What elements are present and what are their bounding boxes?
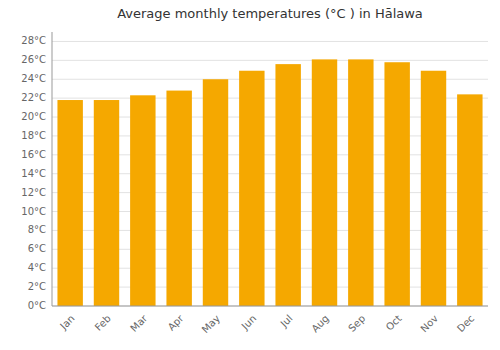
x-tick-label: Mar — [128, 312, 150, 334]
title: Average monthly temperatures (°C ) in Hā… — [117, 6, 423, 21]
bar — [275, 64, 300, 306]
bar — [94, 100, 119, 306]
x-tick-label: Jan — [57, 313, 76, 332]
x-tick-label: Sep — [346, 313, 367, 334]
bar — [457, 94, 482, 306]
y-tick-label: 20°C — [21, 111, 46, 122]
y-tick-label: 12°C — [21, 187, 46, 198]
y-tick-label: 28°C — [21, 35, 46, 46]
y-tick-label: 14°C — [21, 168, 46, 179]
x-tick-label: Aug — [309, 313, 331, 335]
x-tick-label: Nov — [418, 313, 440, 335]
y-tick-label: 26°C — [21, 54, 46, 65]
y-tick-label: 18°C — [21, 130, 46, 141]
y-axis-line — [52, 32, 53, 306]
x-tick-label: Jun — [239, 313, 259, 333]
y-tick-label: 8°C — [28, 224, 46, 235]
y-tick-label: 22°C — [21, 92, 46, 103]
bar — [312, 59, 337, 306]
x-axis-line — [52, 306, 488, 307]
y-tick-label: 16°C — [21, 149, 46, 160]
y-tick-label: 10°C — [21, 206, 46, 217]
bars — [57, 59, 482, 306]
chart: 0°C 2°C 4°C 6°C 8°C 10°C 12°C 14°C 16°C 18°C 20°C 2… — [0, 0, 500, 350]
bar — [421, 71, 446, 306]
x-tick-label: Jul — [278, 313, 295, 330]
bar — [239, 71, 264, 306]
bar — [348, 59, 373, 306]
bar — [57, 100, 82, 306]
y-tick-label: 2°C — [28, 281, 46, 292]
y-tick-label: 4°C — [28, 262, 46, 273]
y-tick-label: 24°C — [21, 73, 46, 84]
bar — [130, 95, 155, 306]
bar — [203, 79, 228, 306]
grid-line — [52, 306, 488, 307]
x-tick-label: Dec — [455, 313, 476, 334]
bar — [384, 62, 409, 306]
x-tick-label: Oct — [384, 313, 404, 333]
x-tick-label: May — [200, 313, 222, 335]
grid-line — [52, 60, 488, 61]
y-tick-label: 6°C — [28, 243, 46, 254]
bar — [166, 91, 191, 306]
grid-line — [52, 41, 488, 42]
y-axis: 0°C 2°C 4°C 6°C 8°C 10°C 12°C 14°C 16°C 18°C 20°C 2… — [21, 35, 488, 311]
y-tick-label: 0°C — [28, 300, 46, 311]
x-tick-label: Apr — [166, 312, 187, 333]
x-axis: Jan Feb Mar Apr May Jun Jul Aug Sep Oct Nov Dec — [57, 312, 476, 335]
x-tick-label: Feb — [93, 313, 113, 333]
